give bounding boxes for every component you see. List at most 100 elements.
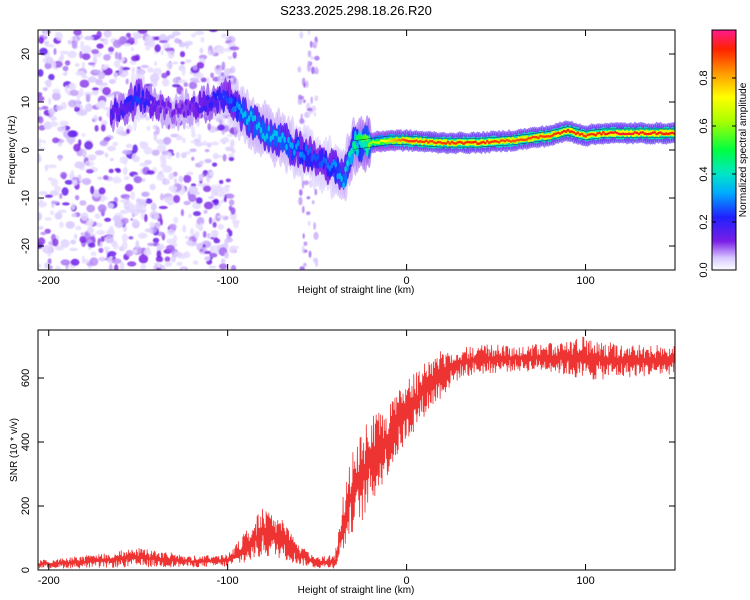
noise-blob [121, 241, 128, 250]
noise-blob [125, 78, 129, 85]
noise-blob [172, 31, 181, 36]
noise-blob [79, 79, 90, 88]
noise-blob [90, 251, 97, 256]
noise-blob [44, 262, 49, 269]
ridge-cell [458, 140, 462, 144]
ridge-cell [338, 172, 342, 179]
noise-blob [111, 258, 122, 265]
ridge-cell [541, 135, 544, 138]
noise-blob [210, 72, 215, 79]
ridge-cell [427, 141, 430, 144]
noise-blob [51, 200, 60, 205]
noise-blob [94, 150, 105, 156]
noise-blob [38, 92, 43, 97]
noise-blob [119, 156, 129, 164]
noise-blob [201, 140, 208, 146]
noise-blob [303, 99, 306, 103]
noise-blob [99, 85, 103, 92]
spectrogram-x-tick-label: 0 [404, 275, 410, 287]
noise-blob [218, 202, 222, 208]
ridge-cell [428, 140, 432, 143]
ridge-cell [318, 161, 322, 169]
ridge-cell [468, 141, 471, 144]
ridge-cell [224, 94, 227, 101]
noise-blob [70, 239, 77, 245]
ridge-cell [663, 132, 666, 136]
noise-blob [68, 99, 78, 108]
noise-blob [198, 173, 204, 182]
ridge-cell [356, 134, 359, 141]
noise-blob [59, 221, 64, 229]
noise-blob [213, 154, 223, 158]
noise-blob [74, 63, 80, 67]
ridge-cell [293, 149, 296, 156]
noise-blob [183, 82, 188, 87]
noise-blob [220, 258, 226, 264]
noise-blob [81, 148, 87, 158]
noise-blob [167, 201, 173, 206]
noise-blob [167, 228, 176, 236]
ridge-cell [545, 135, 548, 138]
ridge-cell [251, 115, 255, 122]
ridge-cell [600, 133, 603, 136]
ridge-cell [554, 132, 558, 135]
ridge-cell [377, 141, 381, 144]
snr-panel: -200 -100 0 100 0 200 400 600 Height of straigh… [9, 329, 676, 596]
noise-blob [188, 194, 197, 202]
noise-blob [315, 66, 318, 72]
noise-blob [88, 62, 96, 66]
noise-blob [203, 209, 208, 214]
ridge-cell [625, 132, 629, 136]
ridge-cell [151, 96, 154, 103]
noise-blob [43, 30, 48, 37]
noise-blob [222, 154, 227, 162]
ridge-cell [334, 169, 338, 185]
noise-blob [159, 40, 168, 44]
noise-blob [167, 50, 175, 59]
ridge-cell [297, 139, 300, 147]
noise-blob [54, 185, 62, 192]
noise-blob [297, 66, 302, 73]
noise-blob [55, 265, 61, 270]
ridge-cell [373, 141, 377, 144]
noise-blob [96, 222, 103, 228]
noise-blob [219, 179, 224, 185]
ridge-cell [157, 99, 160, 107]
noise-blob [40, 231, 47, 236]
noise-blob [108, 225, 114, 235]
spectrogram-x-axis-label: Height of straight line (km) [298, 285, 415, 296]
noise-blob [200, 36, 205, 43]
noise-blob [70, 170, 75, 177]
ridge-cell [621, 132, 625, 135]
noise-blob [212, 230, 218, 238]
noise-blob [233, 221, 239, 229]
noise-blob [178, 42, 187, 48]
ridge-cell [623, 132, 627, 136]
ridge-cell [235, 107, 239, 123]
noise-blob [108, 46, 115, 53]
ridge-cell [214, 93, 217, 100]
noise-blob [202, 230, 207, 238]
ridge-cell [332, 158, 336, 166]
noise-blob [307, 60, 310, 69]
noise-blob [118, 130, 127, 136]
noise-blob [48, 265, 53, 270]
noise-blob [125, 143, 133, 149]
noise-blob [165, 244, 175, 252]
ridge-cell [322, 156, 326, 163]
colorbar: 0.0 0.2 0.4 0.6 0.8 Normalized spectral ampl… [698, 29, 749, 278]
noise-blob [300, 113, 303, 120]
spectrogram-x-tick-label: 100 [576, 275, 594, 287]
ridge-cell [173, 108, 176, 116]
noise-blob [60, 239, 70, 248]
ridge-cell [161, 99, 164, 107]
noise-blob [228, 245, 236, 254]
ridge-cell [495, 140, 499, 143]
noise-blob [121, 233, 129, 243]
noise-blob [38, 143, 42, 147]
noise-blob [112, 141, 119, 147]
ridge-cell [342, 182, 345, 189]
ridge-cell [434, 141, 438, 145]
ridge-cell [602, 131, 605, 134]
noise-blob [42, 245, 51, 249]
